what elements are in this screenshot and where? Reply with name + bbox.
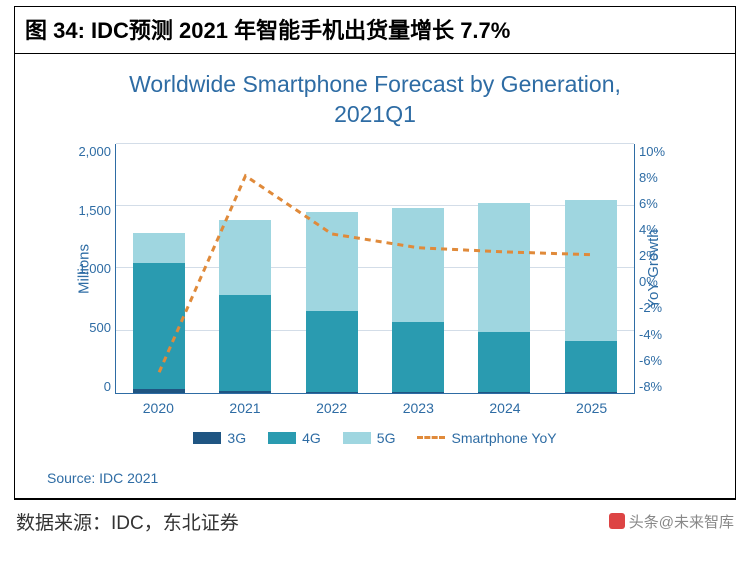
y-right-tick: 6% xyxy=(639,196,677,211)
y-left-tick: 1,500 xyxy=(71,203,111,218)
footer: 数据来源：IDC，东北证券 头条@未来智库 xyxy=(0,500,750,535)
footer-text: 数据来源：IDC，东北证券 xyxy=(16,508,239,535)
legend-swatch xyxy=(343,432,371,444)
bar-segment-3G xyxy=(478,392,530,393)
bar-segment-4G xyxy=(133,263,185,389)
legend-swatch xyxy=(268,432,296,444)
bar-segment-4G xyxy=(565,341,617,392)
y-left-tick: 500 xyxy=(71,320,111,335)
bar-group xyxy=(219,144,271,393)
y-right-tick: -6% xyxy=(639,353,677,368)
y-right-tick: 0% xyxy=(639,274,677,289)
legend-label: 3G xyxy=(227,430,246,446)
x-tick-label: 2020 xyxy=(132,400,184,416)
bar-segment-5G xyxy=(219,220,271,295)
plot-region xyxy=(115,144,635,394)
y-right-tick: 4% xyxy=(639,222,677,237)
bar-segment-3G xyxy=(219,391,271,393)
x-tick-label: 2022 xyxy=(306,400,358,416)
chart-title: Worldwide Smartphone Forecast by Generat… xyxy=(90,70,660,130)
bar-segment-5G xyxy=(392,208,444,323)
bar-segment-5G xyxy=(306,212,358,310)
bar-segment-3G xyxy=(306,392,358,393)
y-right-tick: -4% xyxy=(639,327,677,342)
legend-label: 4G xyxy=(302,430,321,446)
y-right-tick: 8% xyxy=(639,170,677,185)
y-left-tick: 0 xyxy=(71,379,111,394)
y-right-tick: 2% xyxy=(639,248,677,263)
y-right-tick: 10% xyxy=(639,144,677,159)
y-left-tick: 1,000 xyxy=(71,261,111,276)
bar-group xyxy=(133,144,185,393)
x-axis-labels: 2020 2021 2022 2023 2024 2025 xyxy=(115,400,635,416)
legend-label: 5G xyxy=(377,430,396,446)
watermark-text: 头条@未来智库 xyxy=(629,511,734,532)
legend-label: Smartphone YoY xyxy=(451,430,556,446)
bar-segment-4G xyxy=(478,332,530,392)
bar-segment-3G xyxy=(392,392,444,393)
plot-wrap: Millions YoY Growth 2,0001,5001,0005000 … xyxy=(115,144,635,394)
legend: 3G 4G 5G Smartphone YoY xyxy=(45,430,705,446)
bar-segment-3G xyxy=(133,389,185,393)
figure-header: 图 34: IDC预测 2021 年智能手机出货量增长 7.7% xyxy=(15,7,735,54)
legend-item: Smartphone YoY xyxy=(417,430,556,446)
figure-frame: 图 34: IDC预测 2021 年智能手机出货量增长 7.7% Worldwi… xyxy=(14,6,736,499)
bar-group xyxy=(565,144,617,393)
x-tick-label: 2024 xyxy=(479,400,531,416)
y-right-tick: -8% xyxy=(639,379,677,394)
y-left-tick: 2,000 xyxy=(71,144,111,159)
bar-segment-3G xyxy=(565,392,617,393)
bar-segment-5G xyxy=(565,200,617,341)
x-tick-label: 2023 xyxy=(392,400,444,416)
chart-area: Worldwide Smartphone Forecast by Generat… xyxy=(15,54,735,456)
bar-segment-5G xyxy=(133,233,185,263)
x-tick-label: 2025 xyxy=(566,400,618,416)
chart-source: Source: IDC 2021 xyxy=(47,470,735,486)
legend-item: 4G xyxy=(268,430,321,446)
legend-item: 5G xyxy=(343,430,396,446)
bar-group xyxy=(392,144,444,393)
y-right-tick: -2% xyxy=(639,300,677,315)
y-left-ticks: 2,000 1,500 1,000 500 0 xyxy=(71,144,111,394)
bar-group xyxy=(306,144,358,393)
bar-segment-4G xyxy=(392,322,444,392)
y-right-ticks: 10% 8% 6% 4% 2% 0% -2% -4% -6% -8% xyxy=(639,144,677,394)
watermark-icon xyxy=(609,513,625,529)
x-tick-label: 2021 xyxy=(219,400,271,416)
bar-container xyxy=(116,144,634,393)
bar-group xyxy=(478,144,530,393)
bar-segment-4G xyxy=(219,295,271,391)
bar-segment-5G xyxy=(478,203,530,332)
legend-item: 3G xyxy=(193,430,246,446)
legend-dash-swatch xyxy=(417,436,445,439)
legend-swatch xyxy=(193,432,221,444)
bar-segment-4G xyxy=(306,311,358,392)
watermark: 头条@未来智库 xyxy=(609,511,734,532)
